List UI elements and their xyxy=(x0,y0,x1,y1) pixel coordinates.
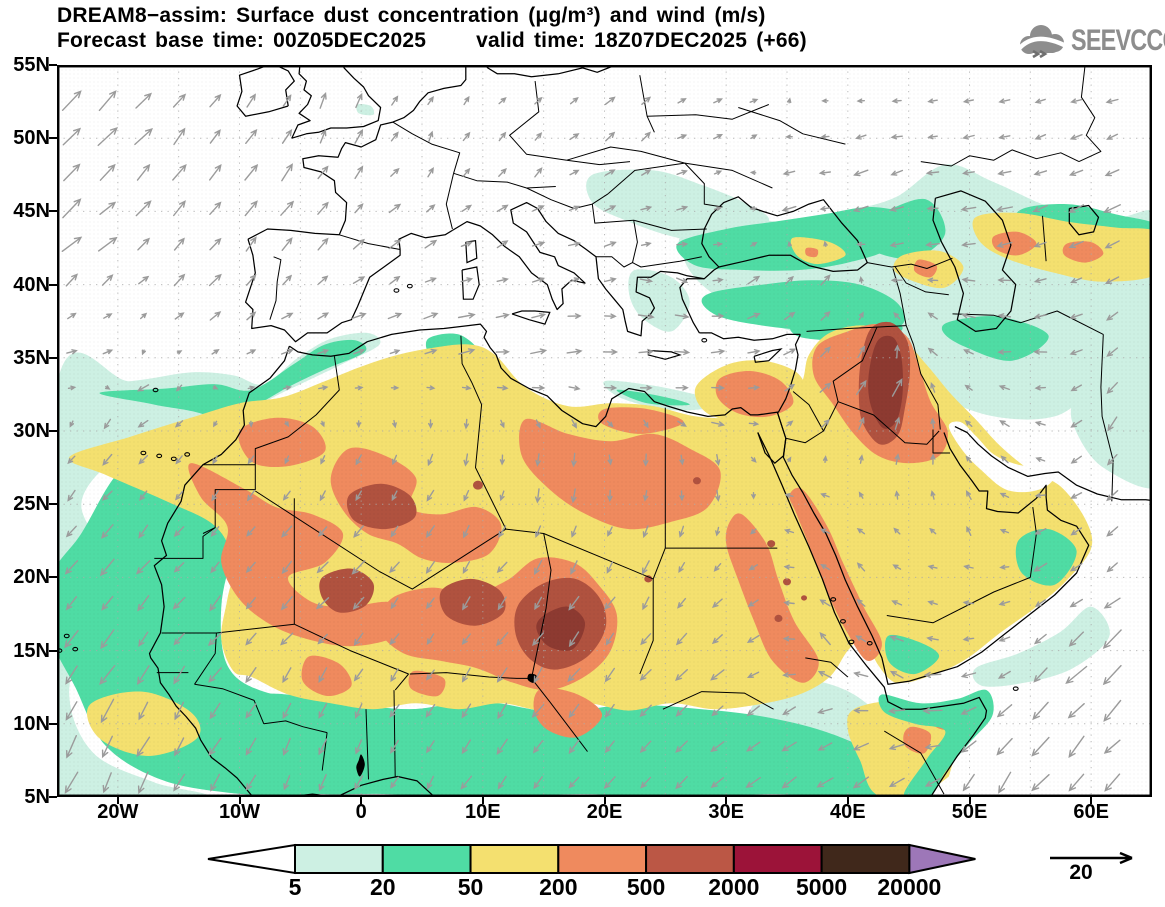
lon-tick xyxy=(1090,797,1093,804)
coastlines xyxy=(57,65,1152,797)
lat-tick-label: 30N xyxy=(13,420,50,442)
lat-tick xyxy=(49,503,57,506)
lon-tick-label: 20W xyxy=(97,801,139,823)
lat-tick xyxy=(49,722,57,725)
colorbar-label: 20000 xyxy=(877,874,942,900)
lon-tick-label: 50E xyxy=(951,801,988,823)
colorbar-label: 2000 xyxy=(708,874,760,900)
lat-tick xyxy=(49,649,57,652)
lat-tick xyxy=(49,283,57,286)
chart-title: DREAM8−assim: Surface dust concentration… xyxy=(57,4,766,27)
colorbar-segment xyxy=(557,844,648,874)
colorbar-label: 200 xyxy=(539,874,578,900)
lon-tick-label: 0 xyxy=(355,801,367,823)
lat-tick xyxy=(49,137,57,140)
logo-text: SEEVCCC xyxy=(1071,24,1165,57)
lon-tick-label: 10E xyxy=(465,801,501,823)
chart-subtitle: Forecast base time: 00Z05DEC2025 valid t… xyxy=(57,29,807,53)
lat-tick-label: 5N xyxy=(24,786,50,808)
lat-tick-label: 10N xyxy=(13,712,50,735)
forecast-base-time: Forecast base time: 00Z05DEC2025 xyxy=(57,29,427,52)
colorbar-segment xyxy=(732,844,823,874)
colorbar xyxy=(207,843,976,875)
lon-tick-label: 30E xyxy=(708,801,744,823)
country-borders xyxy=(154,65,1114,795)
lat-tick xyxy=(49,576,57,579)
valid-time: valid time: 18Z07DEC2025 (+66) xyxy=(476,29,807,52)
lon-tick xyxy=(481,797,484,804)
wind-reference-label: 20 xyxy=(1069,861,1093,884)
lat-tick-label: 40N xyxy=(13,273,50,296)
lat-tick xyxy=(49,356,57,359)
lat-tick-label: 45N xyxy=(13,200,50,223)
colorbar-arrow-low xyxy=(207,843,296,875)
colorbar-segment xyxy=(294,844,384,874)
lon-tick xyxy=(116,797,119,804)
lat-tick xyxy=(49,210,57,213)
lat-tick-label: 55N xyxy=(13,54,50,76)
seevccc-logo: SEEVCCC xyxy=(1016,22,1165,60)
map-frame xyxy=(57,65,1152,797)
lat-tick xyxy=(49,430,57,432)
lon-tick xyxy=(846,797,849,804)
lon-tick-label: 40E xyxy=(830,801,866,823)
colorbar-label: 500 xyxy=(626,874,666,900)
colorbar-segment xyxy=(645,844,735,874)
cloud-icon xyxy=(1016,25,1068,59)
lat-tick xyxy=(49,64,57,66)
colorbar-segment xyxy=(381,844,472,874)
colorbar-label: 5000 xyxy=(796,874,848,900)
graticule xyxy=(57,65,1152,797)
colorbar-label: 5 xyxy=(288,874,302,900)
colorbar-arrow-high xyxy=(908,843,976,875)
lat-tick-label: 50N xyxy=(13,127,50,150)
lon-tick-label: 20E xyxy=(586,801,623,823)
lat-tick-label: 15N xyxy=(13,639,50,662)
colorbar-label: 50 xyxy=(457,874,484,900)
colorbar-label: 20 xyxy=(369,874,396,900)
lon-tick xyxy=(968,797,971,804)
lon-tick-label: 10W xyxy=(218,801,261,823)
wind-reference-arrow xyxy=(1050,851,1133,865)
dust-concentration-map xyxy=(57,65,1152,797)
lat-tick-label: 35N xyxy=(13,346,50,369)
lon-tick xyxy=(725,797,728,804)
lon-tick-label: 60E xyxy=(1073,801,1109,823)
lon-tick xyxy=(360,797,363,804)
colorbar-segment xyxy=(469,844,560,874)
lon-tick xyxy=(603,797,606,804)
lon-tick xyxy=(238,797,241,804)
wind-arrows xyxy=(61,90,1122,795)
colorbar-segment xyxy=(820,844,911,874)
lat-tick-label: 20N xyxy=(13,566,50,589)
lat-tick-label: 25N xyxy=(13,493,50,516)
lat-tick xyxy=(49,796,57,798)
